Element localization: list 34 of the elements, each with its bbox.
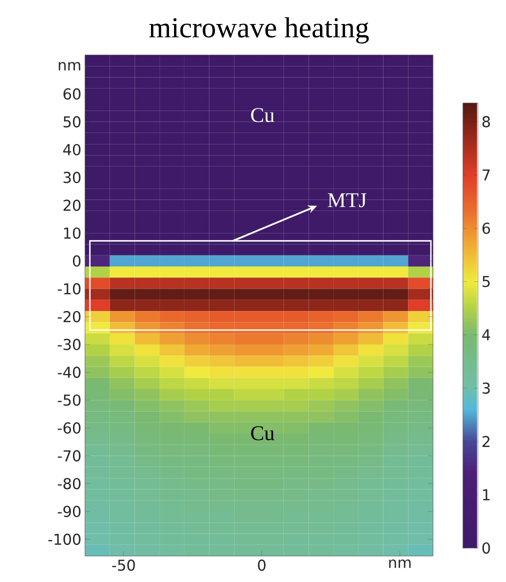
annotation: Cu xyxy=(251,426,274,440)
y-tick-label: -30 xyxy=(58,338,80,350)
chart-title: microwave heating xyxy=(149,17,369,44)
color-bar-label: 4 xyxy=(482,329,490,340)
y-tick-label: 0 xyxy=(72,255,80,267)
color-bar-label: 3 xyxy=(482,382,490,394)
color-bar-label: 0 xyxy=(482,542,490,554)
x-tick-label: 0 xyxy=(258,560,266,571)
color-bar-label: 5 xyxy=(482,276,490,288)
y-tick-label: 30 xyxy=(64,172,80,184)
x-tick-label: -50 xyxy=(112,560,135,571)
x-tick-label: nm xyxy=(389,560,411,568)
y-tick-label: -20 xyxy=(58,310,80,322)
y-tick-label: -100 xyxy=(48,534,80,545)
color-bar-label: 1 xyxy=(483,489,490,500)
color-bar-label: 2 xyxy=(482,436,490,447)
annotation: Cu xyxy=(251,108,274,122)
y-tick-label: nm xyxy=(58,62,80,70)
annotation: MTJ xyxy=(328,193,366,208)
y-tick-label: -80 xyxy=(58,478,80,490)
y-tick-label: -60 xyxy=(58,422,80,434)
y-tick-label: -50 xyxy=(58,394,80,406)
y-tick-label: -70 xyxy=(58,450,80,462)
y-tick-label: 20 xyxy=(64,200,80,211)
y-tick-label: 60 xyxy=(64,88,80,100)
y-tick-label: -10 xyxy=(58,283,80,294)
y-tick-label: -40 xyxy=(58,366,80,378)
y-tick-label: -90 xyxy=(58,506,80,518)
color-bar-label: 7 xyxy=(482,170,490,180)
color-bar-label: 6 xyxy=(482,222,490,234)
y-tick-label: 50 xyxy=(64,116,80,128)
y-tick-label: 40 xyxy=(63,144,80,156)
color-bar-label: 8 xyxy=(482,116,490,128)
y-tick-label: 10 xyxy=(64,227,80,239)
